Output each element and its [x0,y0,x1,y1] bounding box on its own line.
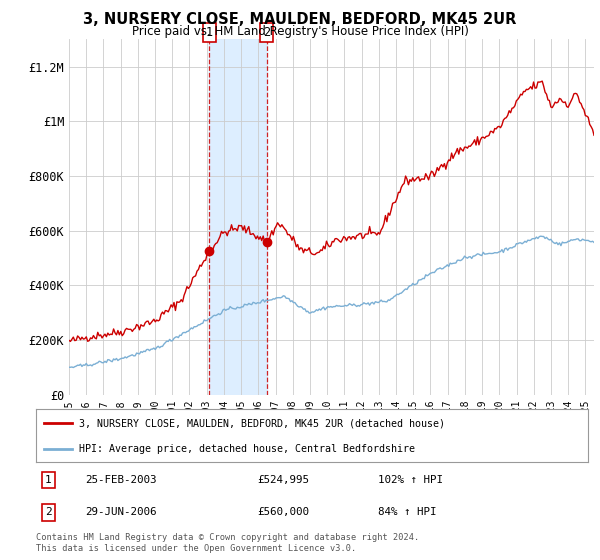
Text: 3, NURSERY CLOSE, MAULDEN, BEDFORD, MK45 2UR: 3, NURSERY CLOSE, MAULDEN, BEDFORD, MK45… [83,12,517,27]
Text: 3, NURSERY CLOSE, MAULDEN, BEDFORD, MK45 2UR (detached house): 3, NURSERY CLOSE, MAULDEN, BEDFORD, MK45… [79,418,445,428]
Text: 29-JUN-2006: 29-JUN-2006 [86,507,157,517]
Text: £560,000: £560,000 [257,507,309,517]
Text: 2: 2 [263,26,271,39]
Text: HPI: Average price, detached house, Central Bedfordshire: HPI: Average price, detached house, Cent… [79,444,415,454]
Text: Price paid vs. HM Land Registry's House Price Index (HPI): Price paid vs. HM Land Registry's House … [131,25,469,38]
Text: 2: 2 [45,507,52,517]
Text: 1: 1 [206,26,212,39]
Text: 102% ↑ HPI: 102% ↑ HPI [378,475,443,484]
Text: £524,995: £524,995 [257,475,309,484]
Text: 1: 1 [45,475,52,484]
Bar [209,39,267,395]
Text: 84% ↑ HPI: 84% ↑ HPI [378,507,437,517]
Text: 25-FEB-2003: 25-FEB-2003 [86,475,157,484]
Text: Contains HM Land Registry data © Crown copyright and database right 2024.
This d: Contains HM Land Registry data © Crown c… [36,533,419,553]
